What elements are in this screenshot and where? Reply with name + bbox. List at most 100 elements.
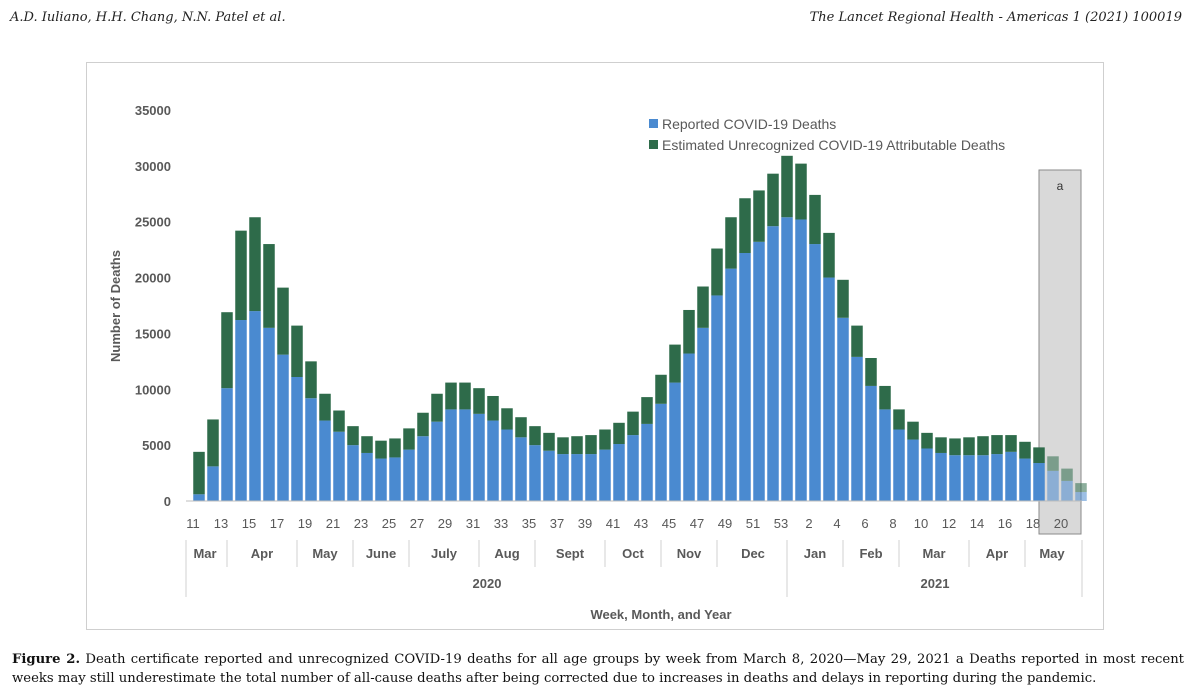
- y-tick-label: 0: [164, 494, 171, 509]
- bar-reported: [445, 409, 457, 501]
- bar-unrecognized: [669, 344, 681, 383]
- x-month-label: Mar: [193, 546, 216, 561]
- caption-text: Death certificate reported and unrecogni…: [12, 652, 1184, 686]
- bar-reported: [347, 445, 359, 501]
- y-tick-label: 20000: [135, 271, 171, 286]
- bar-unrecognized: [207, 419, 219, 467]
- bar-unrecognized: [305, 361, 317, 399]
- bar-unrecognized: [851, 325, 863, 357]
- x-week-tick-label: 6: [861, 516, 868, 531]
- bar-unrecognized: [319, 393, 331, 421]
- bar-unrecognized: [417, 412, 429, 437]
- bar-reported: [319, 420, 331, 501]
- bar-reported: [249, 311, 261, 501]
- x-week-tick-label: 10: [914, 516, 928, 531]
- bar-reported: [333, 431, 345, 501]
- bar-reported: [459, 409, 471, 501]
- x-axis-title: Week, Month, and Year: [590, 607, 731, 622]
- x-week-tick-label: 33: [494, 516, 508, 531]
- bar-reported: [683, 353, 695, 501]
- bar-reported: [277, 354, 289, 501]
- shaded-recent-weeks: [1038, 169, 1082, 535]
- header-authors: A.D. Iuliano, H.H. Chang, N.N. Patel et …: [10, 10, 286, 25]
- bar-reported: [501, 429, 513, 501]
- bar-reported: [417, 436, 429, 501]
- bar-unrecognized: [557, 437, 569, 455]
- bar-unrecognized: [1005, 435, 1017, 452]
- bar-reported: [837, 317, 849, 501]
- bar-unrecognized: [1047, 456, 1059, 471]
- bar-reported: [599, 449, 611, 501]
- x-week-tick-label: 23: [354, 516, 368, 531]
- x-month-label: May: [312, 546, 338, 561]
- bar-unrecognized: [991, 435, 1003, 455]
- bar-unrecognized: [697, 286, 709, 328]
- bar-unrecognized: [739, 198, 751, 253]
- x-week-tick-label: 18: [1026, 516, 1040, 531]
- bar-reported: [1047, 470, 1059, 501]
- x-month-label: Apr: [251, 546, 273, 561]
- bar-reported: [907, 439, 919, 501]
- bar-unrecognized: [235, 230, 247, 321]
- y-axis-title: Number of Deaths: [108, 250, 123, 362]
- x-week-tick-label: 15: [242, 516, 256, 531]
- bar-reported: [893, 429, 905, 501]
- x-week-tick-label: 16: [998, 516, 1012, 531]
- bar-reported: [1075, 492, 1087, 501]
- bar-unrecognized: [655, 374, 667, 404]
- bar-reported: [1019, 458, 1031, 501]
- x-week-tick-label: 35: [522, 516, 536, 531]
- bar-unrecognized: [893, 409, 905, 430]
- bar-unrecognized: [571, 436, 583, 455]
- x-week-tick-label: 41: [606, 516, 620, 531]
- bar-unrecognized: [753, 190, 765, 242]
- bar-unrecognized: [277, 287, 289, 355]
- x-week-tick-label: 31: [466, 516, 480, 531]
- bar-reported: [613, 444, 625, 501]
- bar-unrecognized: [445, 382, 457, 410]
- bar-reported: [697, 327, 709, 501]
- bar-reported: [431, 421, 443, 501]
- bar-unrecognized: [767, 173, 779, 227]
- bar-reported: [669, 382, 681, 501]
- bar-reported: [557, 454, 569, 501]
- bar-reported: [935, 452, 947, 501]
- bar-reported: [543, 450, 555, 501]
- bar-unrecognized: [249, 217, 261, 312]
- y-tick-label: 15000: [135, 326, 171, 341]
- bar-unrecognized: [347, 426, 359, 446]
- bar-unrecognized: [613, 422, 625, 445]
- x-week-tick-label: 25: [382, 516, 396, 531]
- x-week-tick-label: 13: [214, 516, 228, 531]
- bar-unrecognized: [1061, 468, 1073, 481]
- x-week-tick-label: 8: [889, 516, 896, 531]
- x-week-tick-label: 51: [746, 516, 760, 531]
- x-week-tick-label: 39: [578, 516, 592, 531]
- bar-reported: [809, 244, 821, 502]
- bar-reported: [851, 356, 863, 501]
- figure-caption: Figure 2. Death certificate reported and…: [12, 650, 1184, 688]
- x-week-tick-label: 53: [774, 516, 788, 531]
- y-tick-label: 35000: [135, 103, 171, 118]
- bar-reported: [193, 494, 205, 501]
- header-journal: The Lancet Regional Health - Americas 1 …: [809, 10, 1182, 25]
- x-week-tick-label: 45: [662, 516, 676, 531]
- bar-unrecognized: [865, 358, 877, 386]
- x-month-label: Feb: [859, 546, 882, 561]
- bar-unrecognized: [963, 437, 975, 456]
- bar-reported: [375, 458, 387, 501]
- bar-unrecognized: [1019, 441, 1031, 459]
- bar-reported: [991, 454, 1003, 501]
- bar-unrecognized: [795, 163, 807, 220]
- x-month-label: Sept: [556, 546, 585, 561]
- bar-reported: [221, 388, 233, 501]
- x-week-tick-label: 27: [410, 516, 424, 531]
- x-week-tick-label: 37: [550, 516, 564, 531]
- bar-reported: [1061, 480, 1073, 501]
- bar-reported: [921, 448, 933, 501]
- x-month-label: May: [1039, 546, 1065, 561]
- x-week-tick-label: 4: [833, 516, 840, 531]
- x-week-tick-label: 21: [326, 516, 340, 531]
- bar-reported: [823, 277, 835, 501]
- legend-swatch-reported: [649, 119, 658, 128]
